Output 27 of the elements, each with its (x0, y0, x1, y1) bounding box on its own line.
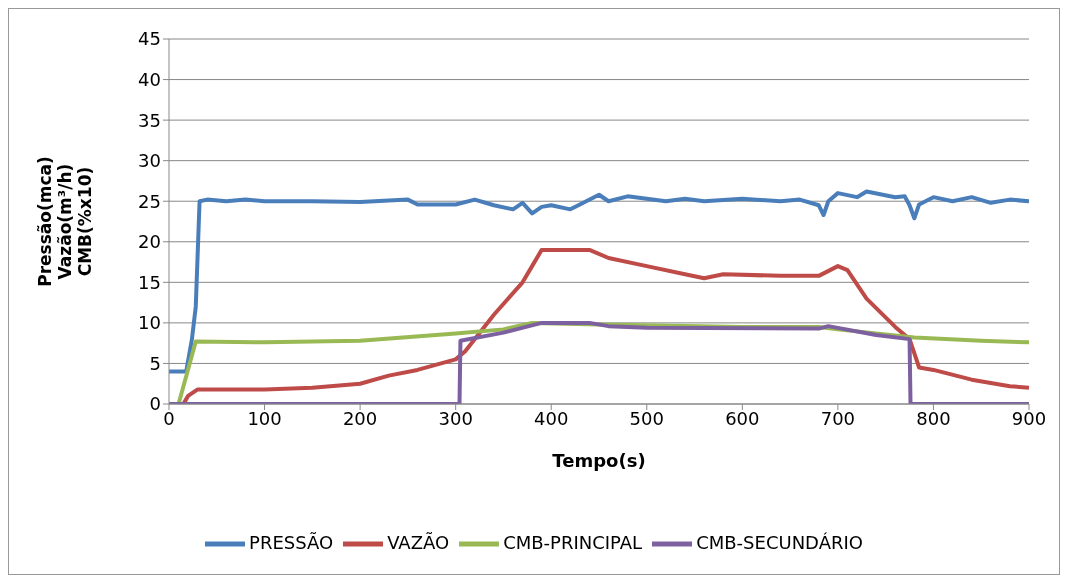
y-tick-label: 10 (138, 312, 161, 334)
x-tick-label: 100 (247, 407, 282, 429)
legend-label: CMB-SECUNDÁRIO (696, 532, 863, 553)
y-tick-label: 35 (138, 109, 161, 131)
y-tick-label: 15 (138, 271, 161, 293)
x-tick-label: 0 (163, 407, 175, 429)
x-tick-label: 800 (916, 407, 951, 429)
x-tick-label: 900 (1011, 407, 1047, 429)
x-tick-label: 500 (629, 407, 664, 429)
y-tick-label: 40 (138, 68, 161, 90)
y-tick-label: 5 (149, 352, 161, 374)
legend-label: VAZÃO (387, 532, 450, 553)
x-tick-label: 300 (438, 407, 473, 429)
x-tick-label: 400 (534, 407, 569, 429)
y-tick-label: 45 (138, 28, 161, 50)
line-series (181, 247, 1029, 404)
y-tick-label: 0 (149, 393, 161, 415)
y-tick-label: 20 (138, 231, 161, 253)
x-tick-label: 600 (725, 407, 760, 429)
legend-label: CMB-PRINCIPAL (503, 532, 643, 553)
legend-label: PRESSÃO (249, 532, 334, 553)
y-tick-label: 25 (138, 190, 161, 212)
x-axis-title: Tempo(s) (552, 449, 646, 471)
y-tick-label: 30 (138, 150, 161, 172)
x-tick-label: 200 (342, 407, 378, 429)
x-tick-label: 700 (820, 407, 856, 429)
y-axis-title: Pressão(mca) Vazão(m³/h) CMB(%x10) (35, 156, 95, 287)
